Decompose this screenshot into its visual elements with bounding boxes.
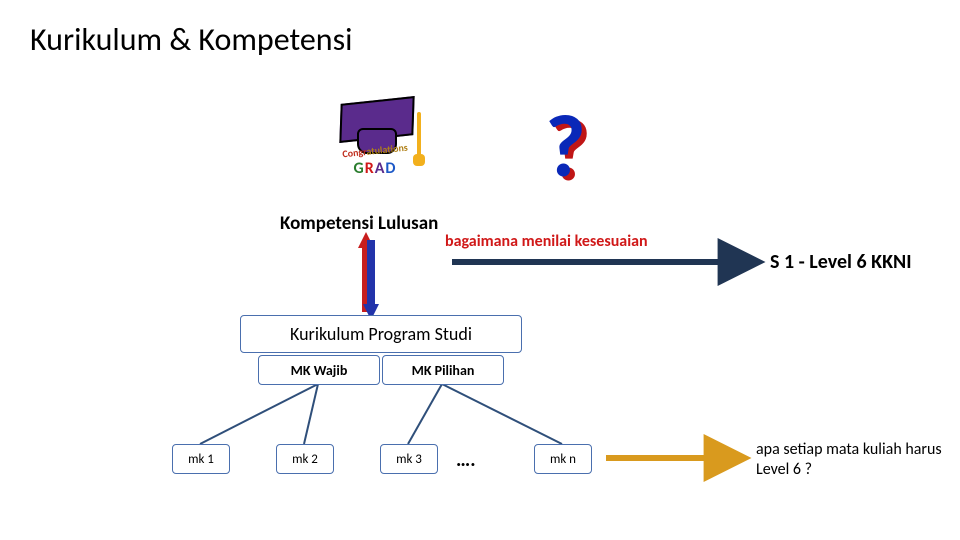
mk-3-box: mk 3 (380, 444, 438, 474)
mk-n-box: mk n (534, 444, 592, 474)
kurikulum-box: Kurikulum Program Studi (240, 315, 522, 353)
mk-pilihan-label: MK Pilihan (412, 362, 475, 379)
mk-2-box: mk 2 (276, 444, 334, 474)
mk-1-label: mk 1 (188, 452, 214, 467)
double-arrow-icon (358, 232, 379, 320)
mk-n-label: mk n (550, 452, 576, 467)
kkni-level-label: S 1 - Level 6 KKNI (770, 250, 912, 274)
mk-pilihan-box: MK Pilihan (382, 355, 504, 385)
ellipsis-label: …. (456, 444, 476, 472)
mk-wajib-label: MK Wajib (291, 362, 348, 379)
slide-stage: Kurikulum & Kompetensi Congratulations G… (0, 0, 960, 540)
mk-3-label: mk 3 (396, 452, 422, 467)
mk-2-label: mk 2 (292, 452, 318, 467)
hierarchy-lines (200, 384, 562, 444)
mk-wajib-box: MK Wajib (258, 355, 380, 385)
question-text: apa setiap mata kuliah harus Level 6 ? (756, 440, 956, 480)
kurikulum-label: Kurikulum Program Studi (290, 323, 472, 345)
mk-1-box: mk 1 (172, 444, 230, 474)
